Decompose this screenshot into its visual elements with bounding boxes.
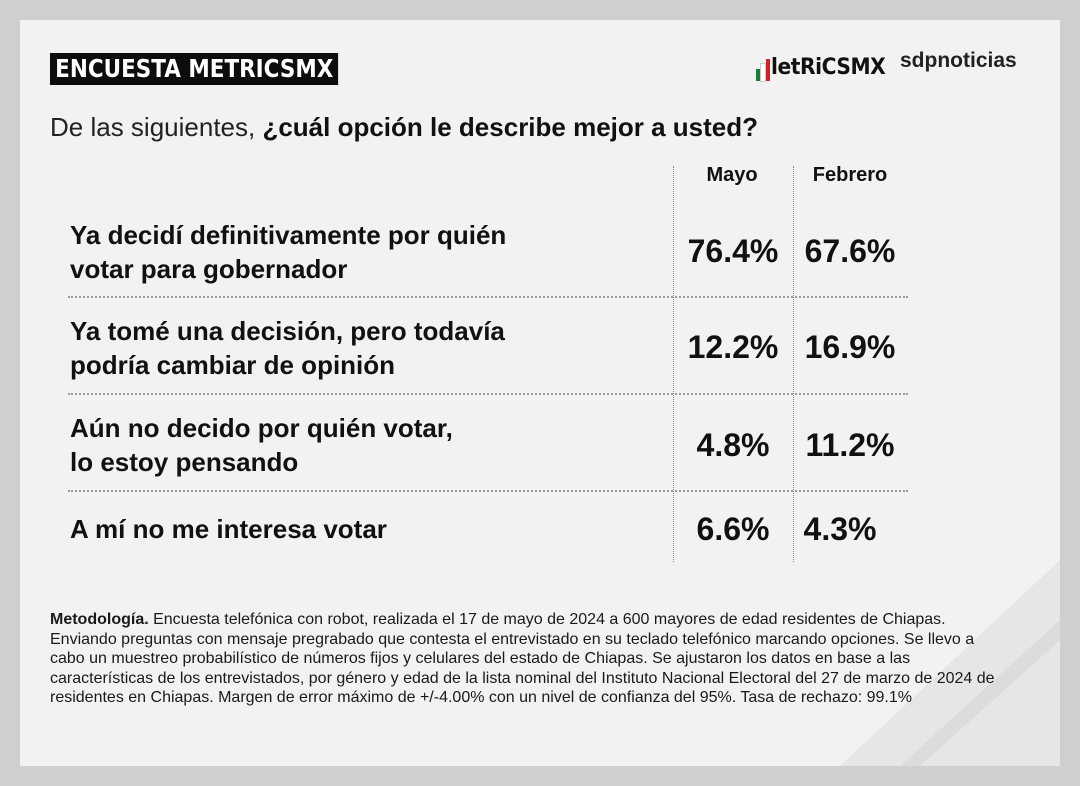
metricsmx-logo: letRiCSMX — [756, 47, 895, 82]
column-header-febrero: Febrero — [812, 164, 888, 186]
row-divider — [68, 490, 908, 492]
metricsmx-logo-text: letRiCSMX — [771, 55, 886, 80]
value-febrero: 4.3% — [803, 511, 877, 547]
methodology-label: Metodología. — [50, 611, 149, 628]
value-febrero: 67.6% — [804, 233, 896, 269]
value-mayo: 6.6% — [696, 511, 770, 547]
flag-bars-icon — [756, 59, 771, 82]
value-mayo: 12.2% — [687, 329, 779, 365]
value-mayo: 76.4% — [687, 233, 779, 269]
row-label: Aún no decido por quién votar, lo estoy … — [70, 413, 453, 477]
sdpnoticias-logo: sdpnoticias — [900, 49, 1017, 72]
row-divider — [68, 393, 908, 395]
row-label: A mí no me interesa votar — [70, 514, 387, 544]
question-bold: ¿cuál opción le describe mejor a usted? — [262, 112, 759, 142]
value-febrero: 16.9% — [804, 329, 896, 365]
question-plain: De las siguientes, — [50, 112, 263, 142]
column-divider-right — [793, 166, 794, 562]
decorative-stripes — [840, 560, 1060, 766]
row-label: Ya tomé una decisión, pero todavía podrí… — [70, 316, 505, 380]
value-febrero: 11.2% — [805, 427, 895, 463]
methodology-text: Encuesta telefónica con robot, realizada… — [50, 611, 995, 706]
survey-title: ENCUESTA METRICSMX — [50, 53, 339, 85]
row-label: Ya decidí definitivamente por quién vota… — [70, 220, 507, 284]
column-divider-left — [673, 166, 674, 562]
column-header-mayo: Mayo — [706, 164, 758, 186]
methodology-note: Metodología. Encuesta telefónica con rob… — [50, 610, 1010, 708]
row-divider — [68, 296, 908, 298]
value-mayo: 4.8% — [696, 427, 770, 463]
survey-card: ENCUESTA METRICSMX letRiCSMX sdpnoticias… — [20, 20, 1060, 766]
question-text: De las siguientes, ¿cuál opción le descr… — [50, 112, 758, 143]
